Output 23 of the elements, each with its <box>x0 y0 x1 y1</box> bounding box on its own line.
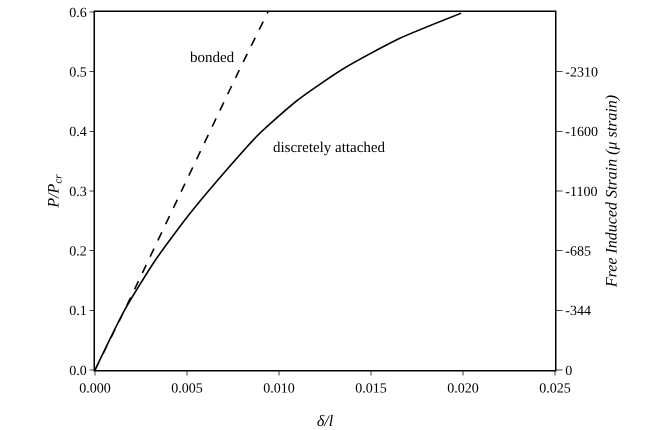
y-tick-label: 0.4 <box>69 125 87 140</box>
series-label: discretely attached <box>273 140 386 156</box>
y2-axis-title: Free Induced Strain (μ strain) <box>603 94 620 288</box>
category-label: 0 <box>565 364 572 379</box>
category-label: -1600 <box>565 125 598 140</box>
y-tick-label: 0.3 <box>69 184 87 200</box>
x-tick-label: 0.025 <box>539 381 571 396</box>
category-label: -2310 <box>565 66 598 81</box>
y-tick-label: 0.1 <box>69 304 87 320</box>
x-tick-label: 0.005 <box>171 381 203 396</box>
category-label: -344 <box>565 304 591 320</box>
y-tick-label: 0.5 <box>69 66 87 81</box>
x-axis-title: δ/l <box>316 413 334 430</box>
x-tick-label: 0.000 <box>79 381 111 396</box>
x-tick-label: 0.010 <box>263 381 295 396</box>
y-tick-label: 0.2 <box>69 244 87 260</box>
x-tick-label: 0.020 <box>447 381 479 396</box>
series-label: bonded <box>190 50 235 66</box>
y-tick-label: 0.6 <box>69 6 87 21</box>
y-tick-label: 0.0 <box>69 364 87 379</box>
x-tick-label: 0.015 <box>355 381 387 396</box>
category-label: -1100 <box>565 184 598 200</box>
category-label: -685 <box>565 244 591 260</box>
